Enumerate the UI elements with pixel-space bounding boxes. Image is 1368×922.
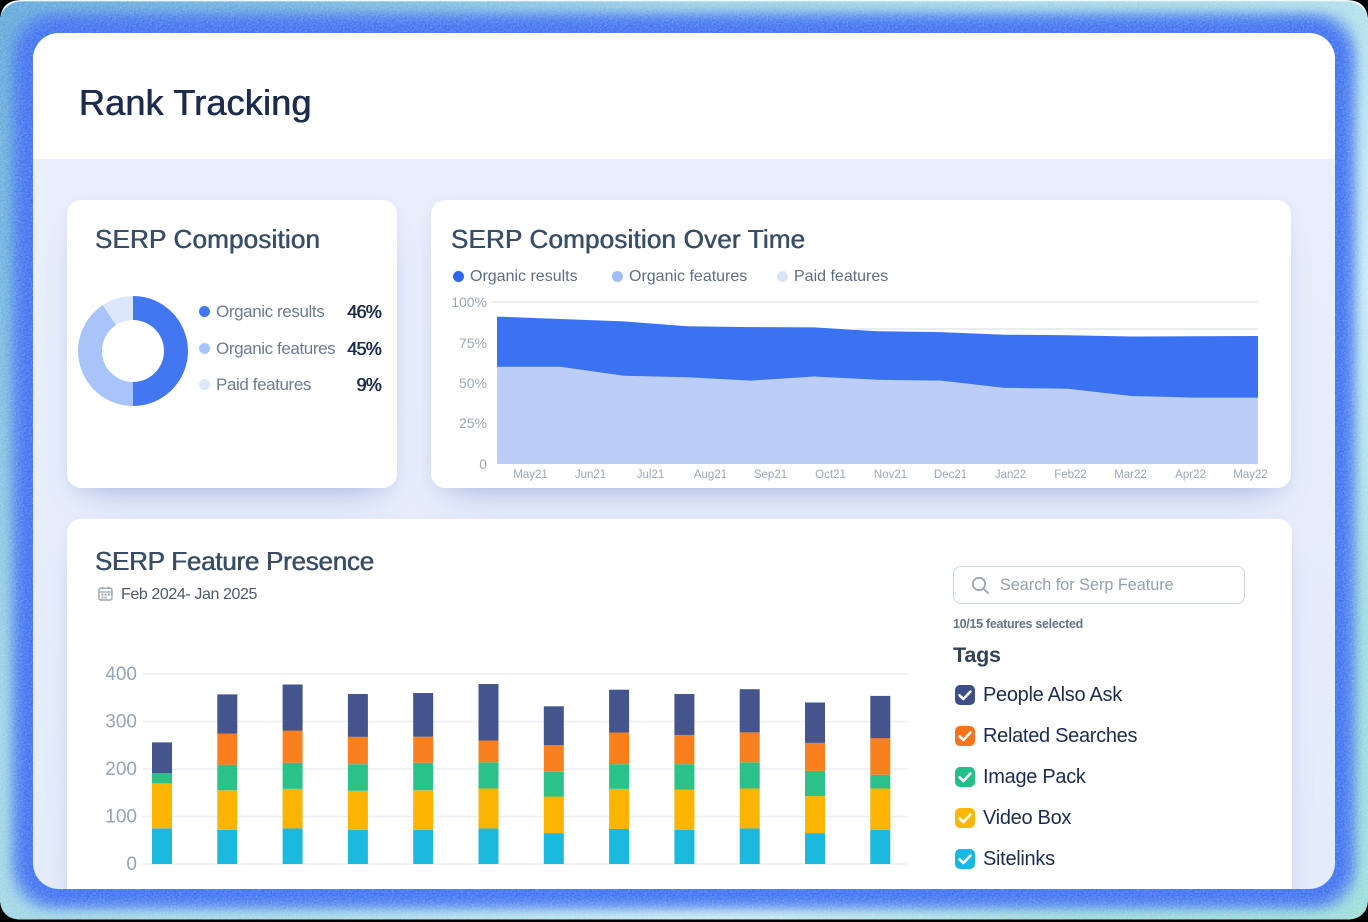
svg-text:May21: May21 <box>513 469 548 481</box>
svg-text:25%: 25% <box>459 415 487 431</box>
svg-text:0: 0 <box>479 456 487 472</box>
svg-text:Feb22: Feb22 <box>1054 469 1087 481</box>
svg-text:50%: 50% <box>459 375 487 391</box>
svg-text:300: 300 <box>105 712 137 733</box>
svg-text:Nov21: Nov21 <box>874 469 907 481</box>
svg-text:Jan22: Jan22 <box>995 469 1026 481</box>
svg-text:200: 200 <box>105 759 137 780</box>
svg-text:Mar22: Mar22 <box>1114 469 1147 481</box>
svg-text:Oct21: Oct21 <box>815 469 846 481</box>
svg-text:Dec21: Dec21 <box>934 469 967 481</box>
svg-text:Jun21: Jun21 <box>575 469 606 481</box>
svg-text:100%: 100% <box>451 294 487 310</box>
svg-text:Aug21: Aug21 <box>694 469 727 481</box>
svg-text:100: 100 <box>105 807 137 828</box>
svg-text:May22: May22 <box>1233 469 1268 481</box>
svg-text:0: 0 <box>126 854 137 875</box>
svg-text:400: 400 <box>105 664 137 685</box>
svg-text:Sep21: Sep21 <box>754 469 787 481</box>
svg-text:Apr22: Apr22 <box>1175 469 1206 481</box>
svg-text:Jul21: Jul21 <box>637 469 665 481</box>
svg-text:75%: 75% <box>459 335 487 351</box>
